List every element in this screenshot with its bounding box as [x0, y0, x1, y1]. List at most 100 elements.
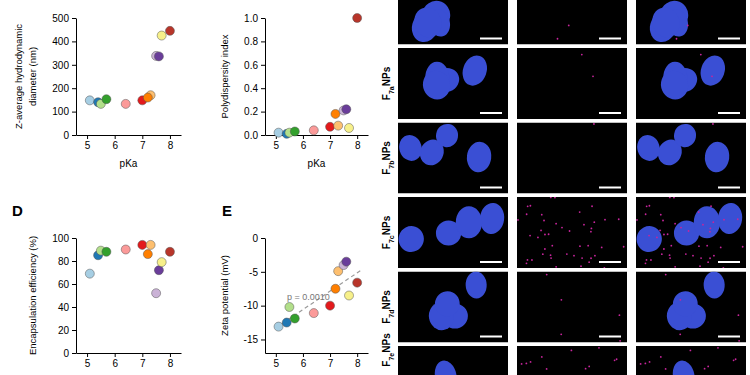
point — [165, 247, 174, 256]
signal-dot — [546, 368, 548, 370]
signal-dot — [645, 262, 647, 264]
signal-dot — [517, 219, 519, 221]
x-axis-title: pKa — [308, 158, 326, 169]
signal-dot — [531, 259, 533, 261]
micrograph — [398, 123, 508, 194]
y-axis: 0.00.20.40.60.81.0 — [244, 13, 265, 141]
scale-bar — [599, 336, 621, 338]
plot-area — [274, 14, 362, 139]
signal-dot — [569, 230, 571, 232]
signal-dot — [685, 253, 687, 255]
x-tick-label: 7 — [328, 358, 334, 369]
signal-dot — [566, 253, 568, 255]
point — [290, 314, 299, 323]
y-tick-mark — [72, 135, 76, 136]
signal-dot — [700, 257, 702, 259]
y-tick-label: 60 — [58, 279, 70, 290]
y-tick-mark — [261, 112, 265, 113]
signal-dot — [560, 299, 562, 301]
x-tick: 6 — [301, 135, 307, 151]
plot-area — [274, 257, 363, 331]
signal-dot — [713, 255, 715, 257]
signal-dot — [526, 213, 528, 215]
signal-dot — [527, 205, 529, 207]
micrograph — [636, 272, 746, 343]
point — [143, 93, 152, 102]
y-tick-mark — [72, 41, 76, 42]
point — [290, 127, 299, 136]
micrograph — [517, 123, 627, 194]
row-label: F7bNPs — [381, 141, 395, 175]
signal-dot — [560, 333, 562, 335]
y-tick: 0.4 — [244, 83, 265, 94]
x-tick: 6 — [301, 353, 307, 369]
x-tick-mark — [142, 135, 143, 139]
y-axis-title: Polydispersity index — [219, 34, 230, 118]
scale-bar — [599, 112, 621, 114]
scale-bar — [718, 261, 740, 263]
nucleus — [432, 358, 459, 375]
signal-dot — [709, 228, 711, 230]
signal-dot — [648, 235, 650, 237]
signal-dot — [529, 205, 531, 207]
signal-dot — [669, 197, 671, 198]
x-tick-mark — [357, 135, 358, 139]
signal-dot — [698, 245, 700, 247]
y-tick-label: -5 — [249, 267, 258, 278]
y-tick-mark — [261, 238, 265, 239]
signal-dot — [690, 350, 692, 352]
signal-dot — [530, 361, 532, 363]
signal-dot — [548, 233, 550, 235]
signal-dot — [593, 221, 595, 223]
x-axis: 5678 — [77, 353, 182, 369]
y-tick-label: 0 — [252, 233, 258, 244]
nucleus — [465, 140, 493, 173]
y-axis-title: Zeta potential (mV) — [219, 255, 230, 336]
nucleus — [648, 3, 685, 42]
signal-dot — [546, 274, 548, 276]
point — [102, 247, 111, 256]
signal-dot — [663, 234, 665, 236]
signal-dot — [717, 347, 719, 349]
y-tick: 0 — [252, 233, 265, 244]
y-tick-label: 20 — [58, 325, 70, 336]
nucleus — [418, 67, 454, 104]
point — [152, 289, 161, 298]
scale-bar — [480, 112, 502, 114]
micrograph — [517, 48, 627, 119]
micrograph-background — [636, 272, 746, 343]
x-tick-label: 7 — [140, 358, 146, 369]
y-tick-mark — [72, 112, 76, 113]
nucleus — [434, 123, 460, 149]
micrograph-background — [398, 272, 508, 343]
signal-dot — [665, 368, 667, 370]
x-tick: 5 — [274, 353, 280, 369]
x-tick-mark — [170, 353, 171, 357]
signal-dot — [579, 245, 581, 247]
x-tick-label: 5 — [85, 140, 91, 151]
x-tick-mark — [330, 353, 331, 357]
x-axis: 5678 — [266, 135, 369, 151]
y-tick-mark — [261, 135, 265, 136]
signal-dot — [541, 214, 543, 216]
y-tick: -10 — [244, 300, 265, 311]
x-tick-mark — [276, 353, 277, 357]
micrograph-background — [398, 346, 508, 375]
x-axis-line — [266, 353, 369, 354]
signal-dot — [706, 245, 708, 247]
y-tick: 80 — [58, 256, 76, 267]
signal-dot — [720, 247, 722, 249]
signal-dot — [712, 123, 714, 125]
plot-area — [85, 240, 174, 297]
point — [345, 123, 354, 132]
signal-dot — [521, 363, 523, 365]
nucleus — [656, 67, 692, 104]
y-tick-label: 200 — [52, 83, 69, 94]
y-tick-label: 300 — [52, 60, 69, 71]
point — [309, 126, 318, 135]
x-tick-label: 8 — [168, 358, 174, 369]
signal-dot — [588, 261, 590, 263]
signal-dot — [581, 54, 583, 56]
signal-dot — [561, 227, 563, 229]
x-tick: 7 — [328, 353, 334, 369]
